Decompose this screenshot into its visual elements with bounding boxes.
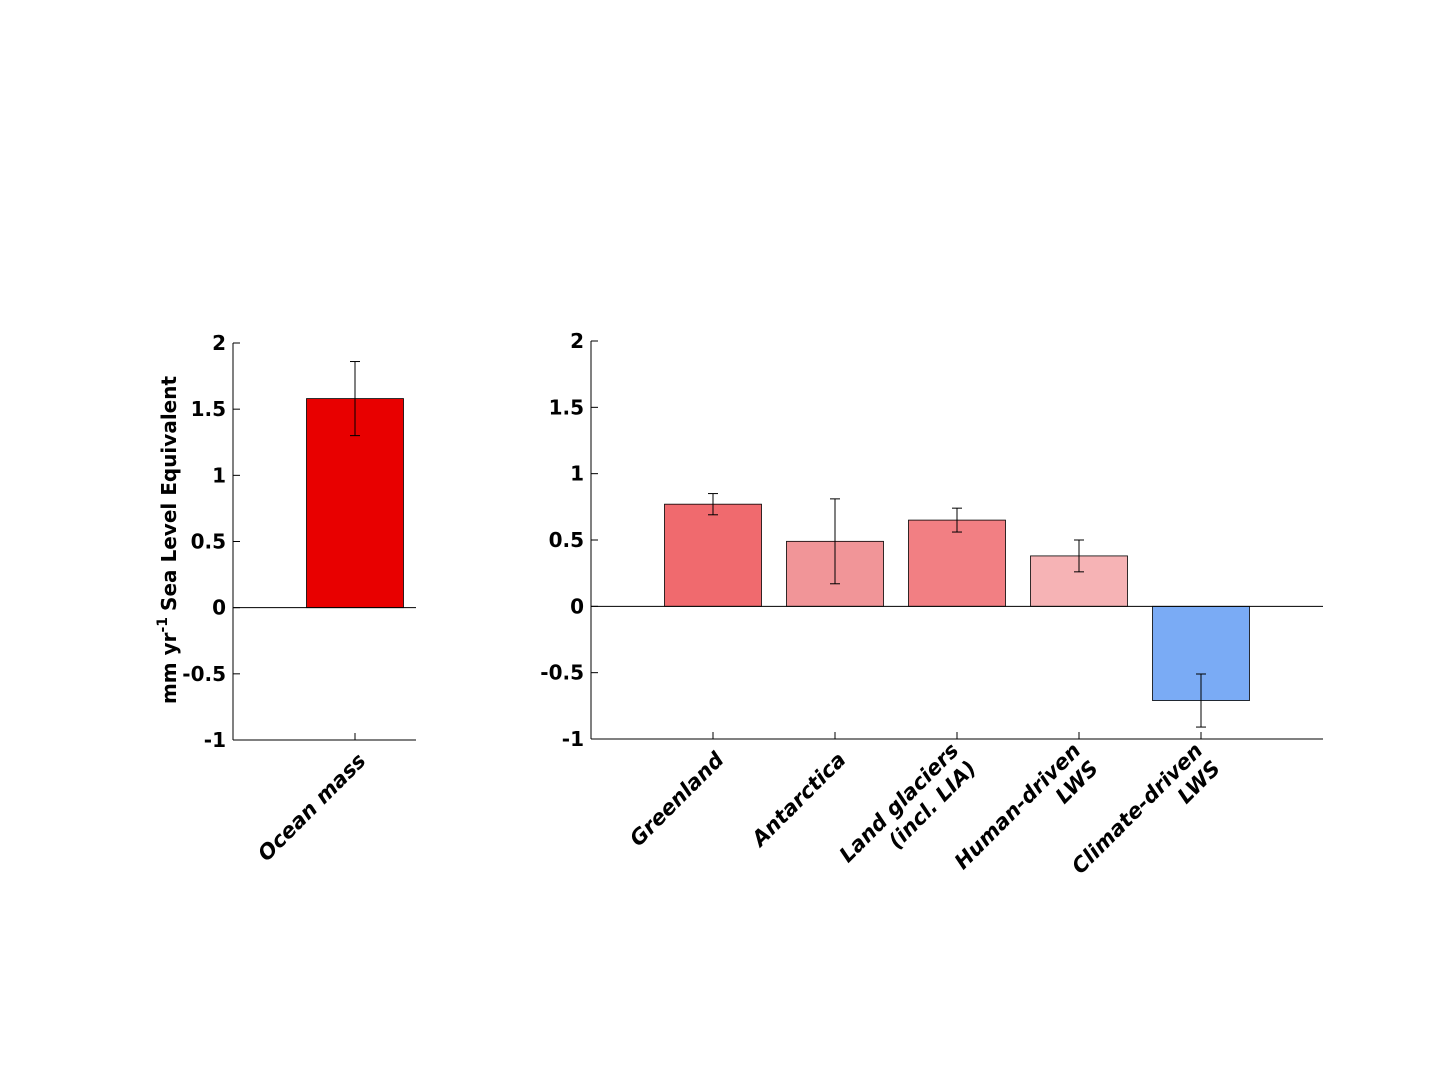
y-tick-label: 0 bbox=[570, 594, 584, 618]
y-tick-label: 2 bbox=[212, 331, 226, 355]
bar bbox=[908, 519, 1006, 607]
y-tick-label: 0.5 bbox=[191, 530, 226, 554]
y-tick-label: -0.5 bbox=[182, 662, 226, 686]
y-tick-label: -1 bbox=[204, 728, 226, 752]
y-tick-label: -1 bbox=[562, 727, 584, 751]
bar bbox=[664, 503, 762, 607]
x-tick-label-line: Antarctica bbox=[746, 748, 851, 853]
x-tick-label-line: Ocean mass bbox=[253, 749, 370, 866]
x-tick-label-line: Greenland bbox=[625, 747, 729, 851]
x-tick-label: Greenland bbox=[625, 747, 729, 851]
y-tick-label: 1.5 bbox=[549, 395, 584, 419]
x-tick-label: Antarctica bbox=[746, 748, 851, 853]
y-tick-label: 1.5 bbox=[191, 397, 226, 421]
y-tick-label: 0 bbox=[212, 596, 226, 620]
y-tick-label: 1 bbox=[212, 463, 226, 487]
y-tick-label: 2 bbox=[570, 329, 584, 353]
y-tick-label: 1 bbox=[570, 462, 584, 486]
y-tick-label: 0.5 bbox=[549, 528, 584, 552]
y-label-sup: -1 bbox=[155, 617, 171, 633]
y-axis-label: mm yr-1 Sea Level Equivalent bbox=[155, 376, 181, 705]
y-label-rest: Sea Level Equivalent bbox=[157, 376, 181, 611]
y-tick-label: -0.5 bbox=[540, 661, 584, 685]
y-label-text: mm yr bbox=[157, 632, 181, 704]
x-tick-label: Ocean mass bbox=[253, 749, 370, 866]
